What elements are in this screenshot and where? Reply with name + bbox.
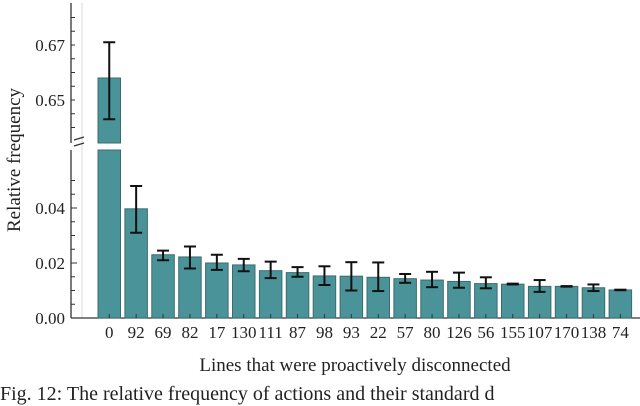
- x-axis-title: Lines that were proactively disconnected: [199, 355, 511, 376]
- x-tick-label: 82: [181, 323, 198, 342]
- x-tick-label: 56: [477, 323, 494, 342]
- x-tick-label: 17: [208, 323, 226, 342]
- x-tick-label: 57: [397, 323, 415, 342]
- figure-caption: Fig. 12: The relative frequency of actio…: [0, 383, 495, 405]
- bar: [151, 254, 175, 319]
- x-tick-label: 87: [289, 323, 307, 342]
- x-tick-label: 155: [500, 323, 526, 342]
- bar: [97, 149, 121, 319]
- x-tick-label: 170: [554, 323, 580, 342]
- x-tick-label: 111: [259, 323, 283, 342]
- x-tick-label: 138: [581, 323, 607, 342]
- bar: [393, 278, 417, 319]
- bar: [232, 264, 256, 319]
- x-tick-label: 80: [424, 323, 441, 342]
- axis-break-mark: [73, 142, 85, 147]
- bar: [501, 283, 525, 319]
- axis-break-mark: [73, 136, 85, 141]
- y-tick-label: 0.00: [35, 309, 65, 328]
- x-tick-label: 74: [612, 323, 630, 342]
- x-tick-label: 130: [231, 323, 257, 342]
- y-tick-label: 0.04: [35, 199, 65, 218]
- bar: [554, 285, 579, 319]
- bar: [608, 289, 633, 319]
- x-tick-label: 69: [155, 323, 172, 342]
- x-tick-label: 22: [370, 323, 387, 342]
- x-tick-label: 93: [343, 323, 360, 342]
- x-tick-label: 126: [446, 323, 472, 342]
- y-axis-title: Relative frequency: [4, 87, 25, 232]
- y-tick-label: 0.65: [35, 91, 65, 110]
- y-tick-label: 0.02: [35, 254, 65, 273]
- x-tick-label: 98: [316, 323, 333, 342]
- x-tick-label: 92: [128, 323, 145, 342]
- y-tick-label: 0.67: [35, 36, 65, 55]
- bar: [205, 262, 229, 319]
- bar: [285, 272, 310, 319]
- x-tick-label: 107: [527, 323, 553, 342]
- bar: [581, 287, 606, 319]
- x-tick-label: 0: [105, 323, 114, 342]
